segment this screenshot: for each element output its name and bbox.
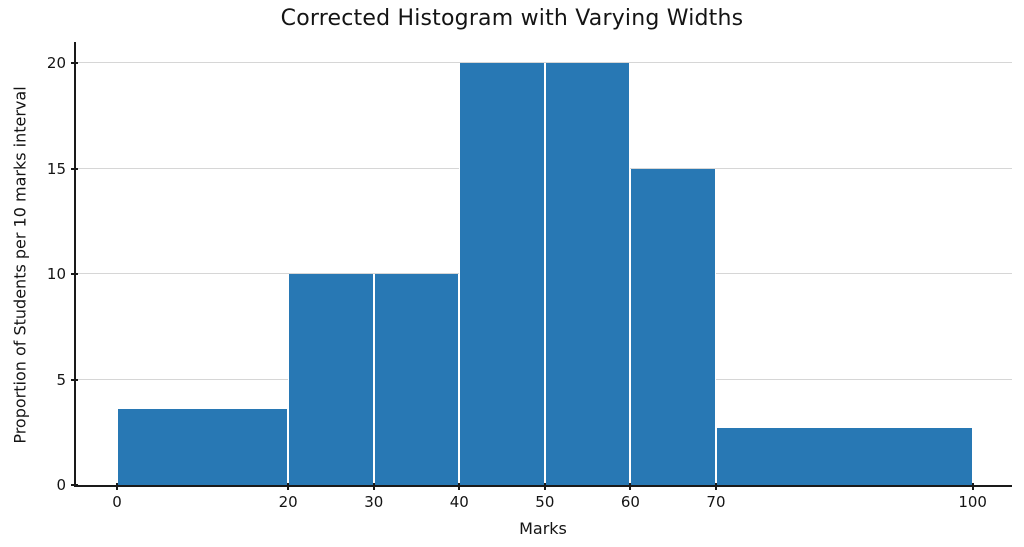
y-axis-label: Proportion of Students per 10 marks inte… xyxy=(10,86,30,444)
x-tick-label: 30 xyxy=(364,493,384,511)
x-tick-mark xyxy=(629,483,632,490)
x-tick-mark xyxy=(971,483,974,490)
histogram-bar xyxy=(117,409,289,485)
plot-area: 0 20 30 40 50 60 70 100 0 5 10 15 20 xyxy=(47,42,1012,511)
y-tick-label: 0 xyxy=(56,476,66,494)
y-tick-mark xyxy=(71,273,78,276)
x-tick-mark xyxy=(458,483,461,490)
chart-title: Corrected Histogram with Varying Widths xyxy=(280,6,744,31)
y-tick-mark xyxy=(71,62,78,65)
x-tick-label: 100 xyxy=(958,493,987,511)
x-tick-mark xyxy=(287,483,290,490)
x-tick-label: 70 xyxy=(706,493,726,511)
histogram-bar xyxy=(373,274,460,485)
histogram-bar xyxy=(715,428,973,485)
histogram-bar xyxy=(544,63,631,485)
y-tick-label: 20 xyxy=(46,54,66,73)
histogram-bar xyxy=(459,63,545,485)
histogram-bar xyxy=(630,168,716,485)
x-axis-label: Marks xyxy=(519,519,567,538)
y-tick-mark xyxy=(71,484,78,486)
x-tick-mark xyxy=(543,483,546,490)
x-tick-mark xyxy=(714,483,717,490)
x-tick-label: 0 xyxy=(112,493,122,511)
x-tick-label: 60 xyxy=(620,493,640,511)
gridline xyxy=(76,62,1012,64)
y-tick-mark xyxy=(71,167,78,170)
histogram-bar xyxy=(288,274,374,485)
y-tick-label: 5 xyxy=(56,370,66,389)
x-tick-label: 20 xyxy=(278,493,298,511)
y-tick-mark xyxy=(71,378,78,381)
y-tick-label: 15 xyxy=(46,159,66,178)
x-tick-mark xyxy=(372,483,375,490)
x-tick-label: 40 xyxy=(449,493,469,511)
x-tick-label: 50 xyxy=(535,493,555,511)
x-tick-mark xyxy=(116,483,119,490)
y-tick-label: 10 xyxy=(46,265,66,284)
